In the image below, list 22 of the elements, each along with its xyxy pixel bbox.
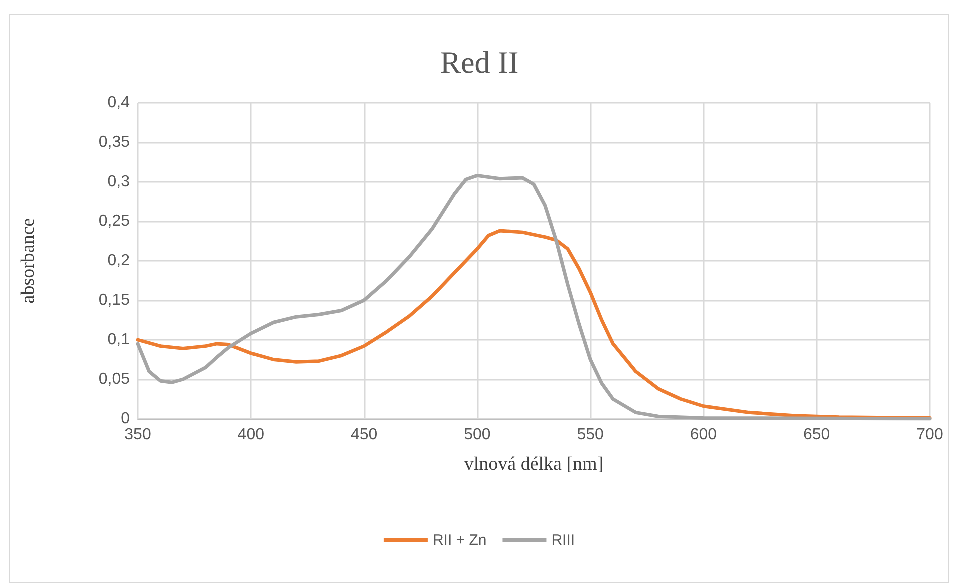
y-tick-label: 0,25 [98,213,130,230]
x-tick-label: 500 [464,426,491,444]
y-tick-label: 0,35 [98,134,130,151]
x-tick-label: 700 [916,426,944,444]
y-tick-label: 0,4 [108,94,130,112]
x-tick-label: 350 [124,426,152,444]
legend-label: RIII [552,532,576,549]
chart-title: Red II [440,45,519,80]
y-tick-label: 0,1 [108,332,130,348]
y-tick-label: 0,3 [108,174,130,190]
y-tick-label: 0,05 [98,371,130,388]
y-axis-title: absorbance [18,218,39,304]
legend-label: RII + Zn [432,532,487,549]
y-tick-label: 0,2 [108,252,130,270]
x-axis-title: vlnová délka [nm] [464,454,604,475]
x-tick-label: 450 [350,426,378,444]
y-tick-label: 0 [121,410,130,428]
x-tick-label: 400 [238,426,265,444]
x-tick-label: 600 [690,426,718,444]
y-tick-label: 0,15 [98,292,130,309]
x-tick-label: 550 [577,426,604,444]
x-tick-label: 650 [804,426,830,444]
